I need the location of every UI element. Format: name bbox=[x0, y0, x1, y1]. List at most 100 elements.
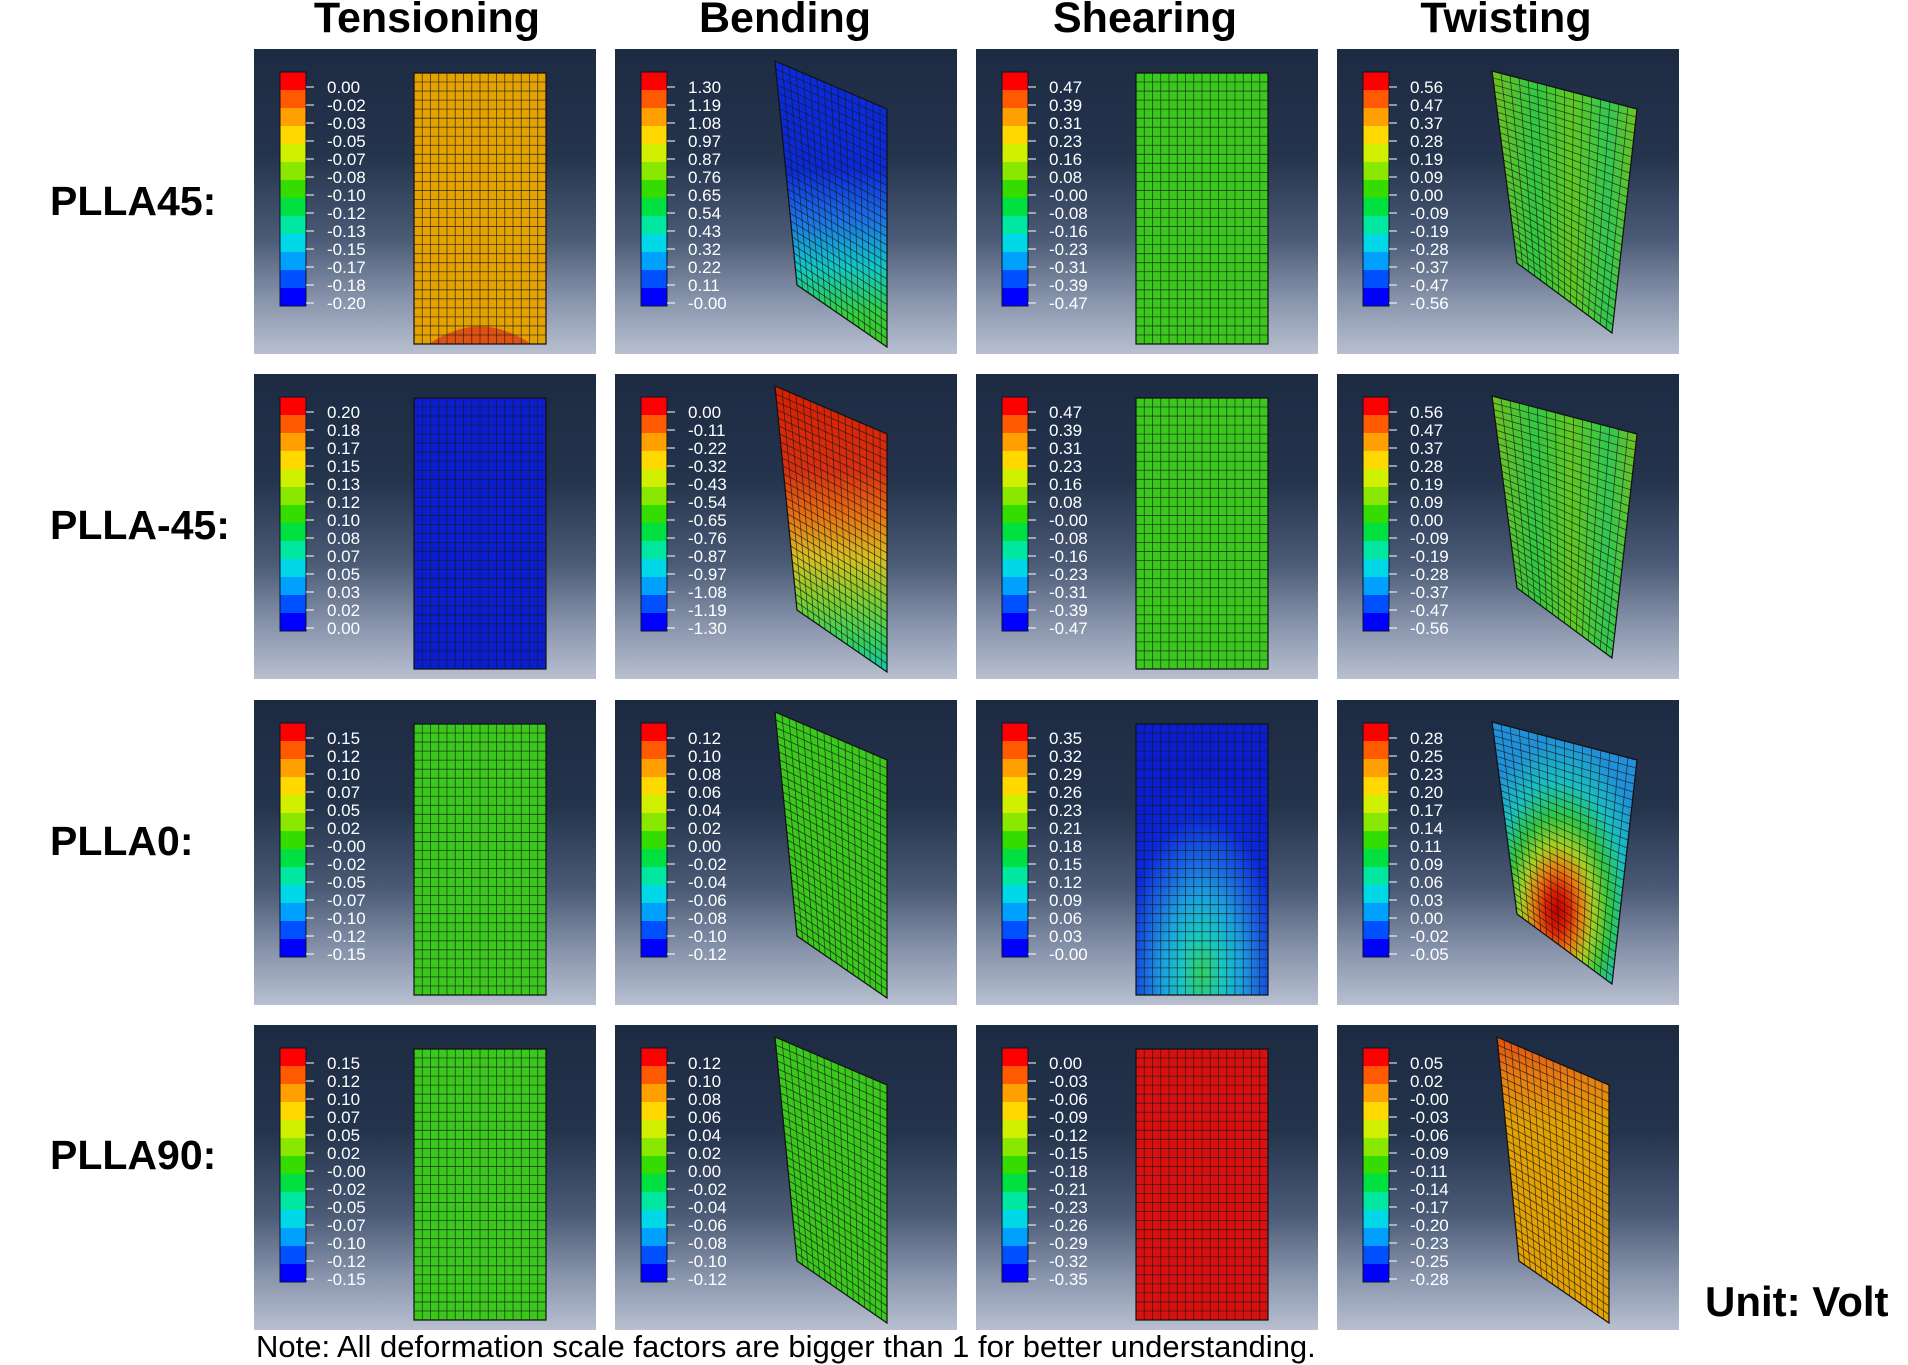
legend-tick-label: 0.15 bbox=[327, 1054, 360, 1073]
legend-swatch bbox=[1363, 541, 1389, 559]
legend-tick-label: -0.76 bbox=[688, 529, 727, 548]
legend-swatch bbox=[641, 1156, 667, 1174]
legend-tick-label: 0.28 bbox=[1410, 132, 1443, 151]
legend-tick-label: 0.56 bbox=[1410, 78, 1443, 97]
legend-swatch bbox=[641, 108, 667, 126]
legend-swatch bbox=[1363, 885, 1389, 903]
legend-swatch bbox=[1002, 198, 1028, 216]
legend-swatch bbox=[1002, 831, 1028, 849]
legend-swatch bbox=[1363, 1120, 1389, 1138]
legend-swatch bbox=[641, 723, 667, 741]
unit-label: Unit: Volt bbox=[1705, 1278, 1889, 1325]
legend-swatch bbox=[1363, 288, 1389, 306]
legend-swatch bbox=[280, 1084, 306, 1102]
legend-swatch bbox=[280, 198, 306, 216]
legend-swatch bbox=[1002, 487, 1028, 505]
legend-tick-label: -0.32 bbox=[1049, 1252, 1088, 1271]
legend-tick-label: -0.03 bbox=[327, 114, 366, 133]
legend-tick-label: -0.23 bbox=[1049, 565, 1088, 584]
legend-tick-label: 0.37 bbox=[1410, 439, 1443, 458]
panel-plla90-twisting: 0.05 0.02 -0.00 -0.03 -0.06 -0.09 -0.11 -0.14 -0… bbox=[1337, 1025, 1679, 1330]
legend-tick-label: -0.02 bbox=[327, 855, 366, 874]
legend-swatch bbox=[1002, 759, 1028, 777]
mesh-grid bbox=[1491, 395, 1638, 659]
legend-tick-label: 0.00 bbox=[327, 619, 360, 638]
legend-swatch bbox=[280, 1138, 306, 1156]
legend-tick-label: 0.02 bbox=[327, 1144, 360, 1163]
legend-tick-label: 0.07 bbox=[327, 1108, 360, 1127]
legend-swatch bbox=[280, 216, 306, 234]
legend-tick-label: 0.07 bbox=[327, 783, 360, 802]
legend-tick-label: -0.23 bbox=[1410, 1234, 1449, 1253]
legend-tick-label: 0.03 bbox=[327, 583, 360, 602]
legend-tick-label: -0.05 bbox=[327, 1198, 366, 1217]
legend-tick-label: -0.02 bbox=[1410, 927, 1449, 946]
legend-tick-label: 0.15 bbox=[327, 457, 360, 476]
legend-swatch bbox=[641, 523, 667, 541]
legend-swatch bbox=[641, 162, 667, 180]
legend-tick-label: 0.13 bbox=[327, 475, 360, 494]
legend-swatch bbox=[641, 577, 667, 595]
legend-tick-label: -0.28 bbox=[1410, 565, 1449, 584]
legend-tick-label: 0.02 bbox=[327, 819, 360, 838]
legend-tick-label: 0.02 bbox=[688, 819, 721, 838]
legend-swatch bbox=[1002, 1066, 1028, 1084]
legend-swatch bbox=[1363, 723, 1389, 741]
deformed-mesh-body bbox=[775, 61, 887, 347]
legend-swatch bbox=[641, 1210, 667, 1228]
panel-plla-neg45-shearing: 0.47 0.39 0.31 0.23 0.16 0.08 -0.00 -0.08 -0.16-… bbox=[976, 374, 1318, 679]
legend-tick-label: 0.54 bbox=[688, 204, 721, 223]
legend-tick-label: 1.08 bbox=[688, 114, 721, 133]
legend-tick-label: -0.03 bbox=[1049, 1072, 1088, 1091]
legend-swatch bbox=[280, 487, 306, 505]
mesh-grid bbox=[1135, 72, 1269, 345]
legend-swatch bbox=[1363, 1246, 1389, 1264]
contour-plot: 0.470.390.310.230.160.08-0.00-0.08-0.16-… bbox=[1001, 396, 1269, 670]
legend-tick-label: 0.09 bbox=[1410, 168, 1443, 187]
contour-plot: 0.120.100.080.060.040.020.00-0.02-0.04-0… bbox=[640, 711, 888, 1000]
row-label-plla45: PLLA45: bbox=[50, 178, 217, 224]
legend-tick-label: 0.08 bbox=[327, 529, 360, 548]
legend-tick-label: -0.26 bbox=[1049, 1216, 1088, 1235]
legend-tick-label: 0.47 bbox=[1049, 403, 1082, 422]
legend-swatch bbox=[641, 270, 667, 288]
legend-swatch bbox=[1363, 1066, 1389, 1084]
panel-plla45-bending: 1.30 1.19 1.08 0.97 0.87 0.76 0.65 0.54 0.43 0.32… bbox=[615, 49, 957, 354]
legend-tick-label: 0.23 bbox=[1410, 765, 1443, 784]
legend-swatch bbox=[641, 1084, 667, 1102]
legend-swatch bbox=[1002, 1120, 1028, 1138]
legend-tick-label: 0.12 bbox=[327, 747, 360, 766]
legend-swatch bbox=[280, 867, 306, 885]
legend-swatch bbox=[280, 595, 306, 613]
legend-tick-label: 0.31 bbox=[1049, 439, 1082, 458]
panel-plla-neg45-bending: 0.00 -0.11 -0.22 -0.32 -0.43 -0.54 -0.65 -0.76-… bbox=[615, 374, 957, 679]
legend-swatch bbox=[280, 451, 306, 469]
contour-plot: 0.280.250.230.200.170.140.110.090.060.03… bbox=[1362, 721, 1638, 986]
legend-swatch bbox=[1002, 813, 1028, 831]
legend-swatch bbox=[641, 849, 667, 867]
legend-tick-label: 0.23 bbox=[1049, 801, 1082, 820]
legend-swatch bbox=[1363, 1264, 1389, 1282]
legend-tick-label: 0.18 bbox=[1049, 837, 1082, 856]
legend-tick-label: 0.16 bbox=[1049, 150, 1082, 169]
legend-tick-label: -0.12 bbox=[327, 1252, 366, 1271]
legend-tick-label: 0.05 bbox=[327, 565, 360, 584]
contour-plot: 0.00-0.02-0.03-0.05-0.07-0.08-0.10-0.12-… bbox=[279, 71, 547, 345]
legend-swatch bbox=[280, 180, 306, 198]
legend-swatch bbox=[1002, 144, 1028, 162]
legend-tick-label: 0.03 bbox=[1410, 891, 1443, 910]
legend-swatch bbox=[1002, 1192, 1028, 1210]
legend-swatch bbox=[280, 831, 306, 849]
legend-swatch bbox=[1002, 234, 1028, 252]
legend-swatch bbox=[280, 90, 306, 108]
legend-tick-label: -0.06 bbox=[1410, 1126, 1449, 1145]
footnote: Note: All deformation scale factors are … bbox=[256, 1329, 1316, 1364]
legend-tick-label: 0.56 bbox=[1410, 403, 1443, 422]
legend-tick-label: 0.08 bbox=[1049, 168, 1082, 187]
legend-swatch bbox=[641, 469, 667, 487]
legend-swatch bbox=[280, 252, 306, 270]
legend-tick-label: 0.17 bbox=[1410, 801, 1443, 820]
legend-swatch bbox=[280, 72, 306, 90]
legend-tick-label: -0.04 bbox=[688, 873, 727, 892]
legend-tick-label: 0.12 bbox=[688, 729, 721, 748]
